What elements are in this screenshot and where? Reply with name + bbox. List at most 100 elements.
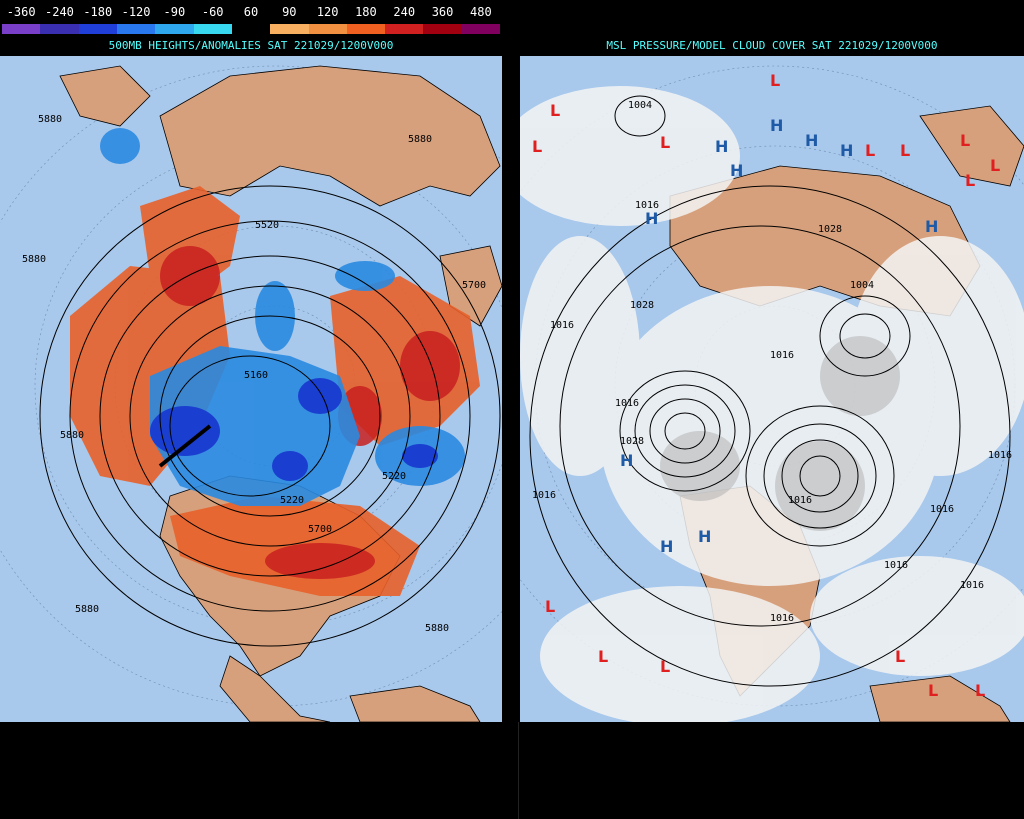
height-contours: [39, 185, 501, 647]
contour-label: 5220: [382, 471, 406, 482]
legend-swatch: [2, 24, 41, 34]
legend-swatch: [40, 24, 79, 34]
isobar-label: 1016: [635, 200, 659, 211]
high-pressure-marker: H: [698, 527, 711, 546]
contour-label-group: 5880 5880 5880 5880 5880 5880 5520 5160 …: [22, 114, 486, 634]
strong-warm-anomaly-fill: [160, 246, 460, 579]
isobar-label: 1016: [988, 450, 1012, 461]
contour-label: 5880: [408, 134, 432, 145]
isobar-label: 1016: [615, 398, 639, 409]
legend-swatch: [116, 24, 156, 34]
legend-swatch: [78, 24, 117, 34]
contour-label: 5880: [22, 254, 46, 265]
right-map-panel: MSL PRESSURE/MODEL CLOUD COVER SAT 22102…: [520, 36, 1024, 722]
low-pressure-marker: L: [900, 141, 910, 160]
low-pressure-marker: L: [770, 71, 780, 90]
msl-pressure-map[interactable]: 1004 1016 1016 1016 1016 1016 1016 1016 …: [520, 56, 1024, 722]
low-pressure-marker: L: [598, 647, 608, 666]
high-pressure-marker: H: [645, 209, 658, 228]
isobar-label: 1016: [770, 350, 794, 361]
anomaly-color-legend: -360 -240 -180 -120 -90 -60 60 90 120 180 240 360 48…: [0, 0, 502, 36]
isobar-label: 1004: [850, 280, 874, 291]
isobar-label: 1016: [550, 320, 574, 331]
contour-label: 5880: [60, 430, 84, 441]
isobar-label: 1028: [620, 436, 644, 447]
contour-label: 5700: [308, 524, 332, 535]
legend-swatch: [231, 24, 271, 34]
isobar-label: 1016: [770, 613, 794, 624]
legend-tick-label: -90: [163, 5, 186, 19]
low-pressure-marker: L: [975, 681, 985, 700]
contour-label: 5700: [462, 280, 486, 291]
trough-axis-line: [158, 424, 212, 468]
legend-tick-label: 240: [393, 5, 416, 19]
low-pressure-marker: L: [660, 657, 670, 676]
legend-tick-label: 360: [431, 5, 454, 19]
isobar-label: 1004: [628, 100, 652, 111]
isobar-label: 1016: [884, 560, 908, 571]
legend-tick-labels: -360 -240 -180 -120 -90 -60 60 90 120 180 240 360 48…: [0, 4, 502, 20]
isobar-label: 1016: [960, 580, 984, 591]
high-pressure-marker: H: [620, 451, 633, 470]
legend-tick-label: 90: [282, 5, 297, 19]
high-pressure-marker: H: [770, 116, 783, 135]
contour-label: 5880: [425, 623, 449, 634]
isobar-label: 1028: [818, 224, 842, 235]
heights-anomaly-map[interactable]: 5880 5880 5880 5880 5880 5880 5520 5160 …: [0, 56, 502, 722]
legend-swatches: [2, 24, 501, 34]
high-pressure-marker: H: [925, 217, 938, 236]
legend-swatch: [461, 24, 501, 34]
legend-swatch: [308, 24, 347, 34]
legend-tick-label: -240: [45, 5, 74, 19]
legend-swatch: [423, 24, 462, 34]
low-pressure-marker: L: [990, 156, 1000, 175]
legend-tick-label: 480: [470, 5, 492, 19]
isobar-label: 1028: [630, 300, 654, 311]
legend-swatch: [385, 24, 424, 34]
bottom-separator: [518, 722, 521, 819]
low-pressure-marker: L: [550, 101, 560, 120]
left-panel-title: 500MB HEIGHTS/ANOMALIES SAT 221029/1200V…: [108, 39, 394, 52]
low-pressure-marker: L: [532, 137, 542, 156]
contour-label: 5880: [38, 114, 62, 125]
high-pressure-markers: H H H H H H H H H H: [620, 116, 938, 556]
high-pressure-marker: H: [730, 161, 743, 180]
low-pressure-marker: L: [545, 597, 555, 616]
isobar-label: 1016: [788, 495, 812, 506]
heights-anomaly-svg: 5880 5880 5880 5880 5880 5880 5520 5160 …: [0, 65, 502, 722]
legend-swatch: [346, 24, 386, 34]
isobar-label: 1016: [930, 504, 954, 515]
legend-swatch: [155, 24, 194, 34]
legend-tick-label: -60: [201, 5, 224, 19]
legend-tick-label: 120: [316, 5, 339, 19]
isobar-label: 1016: [532, 490, 556, 501]
high-pressure-marker: H: [660, 537, 673, 556]
legend-swatch: [193, 24, 232, 34]
msl-pressure-svg: 1004 1016 1016 1016 1016 1016 1016 1016 …: [520, 65, 1024, 722]
legend-swatch: [270, 24, 309, 34]
legend-tick-label: -180: [83, 5, 113, 19]
contour-label: 5880: [75, 604, 99, 615]
low-pressure-marker: L: [895, 647, 905, 666]
high-pressure-marker: H: [715, 137, 728, 156]
contour-label: 5220: [280, 495, 304, 506]
bottom-black-area: [0, 722, 1024, 819]
legend-tick-label: -360: [6, 5, 36, 19]
panel-divider: [502, 0, 520, 819]
legend-tick-label: -120: [121, 5, 151, 19]
low-pressure-marker: L: [965, 171, 975, 190]
legend-tick-label: 180: [355, 5, 377, 19]
low-pressure-marker: L: [660, 133, 670, 152]
high-pressure-marker: H: [840, 141, 853, 160]
left-map-panel: 500MB HEIGHTS/ANOMALIES SAT 221029/1200V…: [0, 36, 502, 722]
contour-label: 5160: [244, 370, 268, 381]
isobar-label-group: 1004 1016 1016 1016 1016 1016 1016 1016 …: [532, 100, 1012, 624]
high-pressure-marker: H: [805, 131, 818, 150]
strong-cold-anomaly-fill: [150, 378, 438, 481]
legend-tick-label: 60: [243, 5, 259, 19]
isobars: [529, 95, 1011, 687]
low-pressure-marker: L: [928, 681, 938, 700]
low-pressure-marker: L: [865, 141, 875, 160]
contour-label: 5520: [255, 220, 279, 231]
low-pressure-markers: L L L L L L L L L L L L L L L: [532, 71, 1000, 700]
